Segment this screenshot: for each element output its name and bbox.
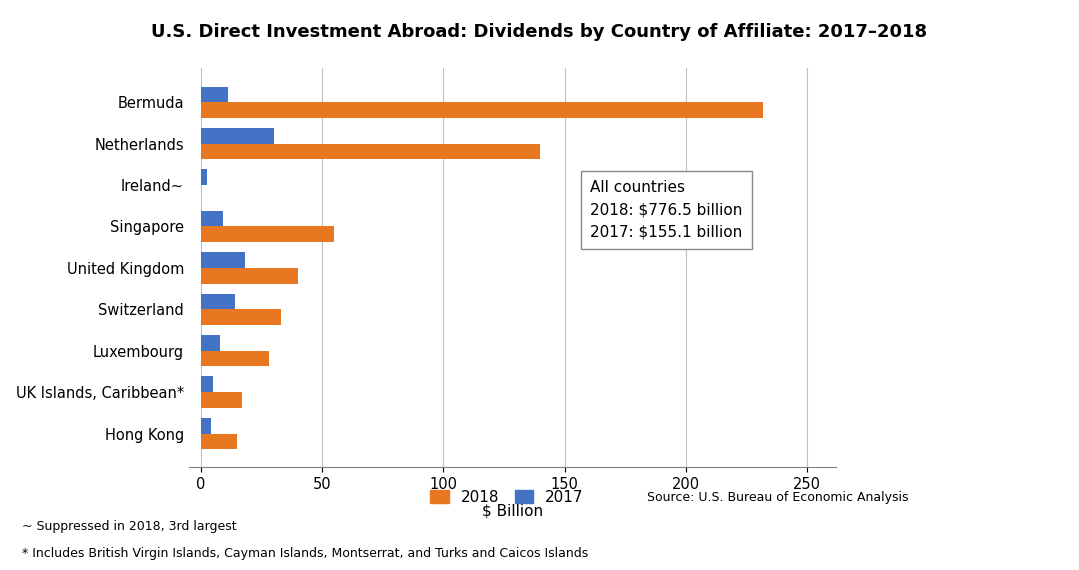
Bar [201, 169, 207, 185]
Bar [201, 252, 245, 268]
Bar [201, 144, 541, 160]
Bar [201, 294, 235, 310]
Bar [201, 128, 274, 144]
Legend: 2018, 2017: 2018, 2017 [424, 484, 590, 511]
Bar [201, 351, 269, 367]
Bar [201, 268, 298, 284]
Bar [201, 211, 222, 226]
X-axis label: $ Billion: $ Billion [482, 503, 543, 518]
Bar [201, 102, 764, 118]
Bar [201, 392, 242, 408]
Text: U.S. Direct Investment Abroad: Dividends by Country of Affiliate: 2017–2018: U.S. Direct Investment Abroad: Dividends… [151, 23, 928, 41]
Text: ~ Suppressed in 2018, 3rd largest: ~ Suppressed in 2018, 3rd largest [22, 520, 236, 533]
Bar [201, 376, 213, 392]
Text: Source: U.S. Bureau of Economic Analysis: Source: U.S. Bureau of Economic Analysis [647, 491, 909, 504]
Bar [201, 335, 220, 351]
Bar [201, 87, 228, 102]
Bar [201, 310, 281, 325]
Bar [201, 226, 334, 242]
Text: * Includes British Virgin Islands, Cayman Islands, Montserrat, and Turks and Cai: * Includes British Virgin Islands, Cayma… [22, 547, 588, 560]
Bar [201, 434, 237, 449]
Bar [201, 418, 210, 434]
Text: All countries
2018: $776.5 billion
2017: $155.1 billion: All countries 2018: $776.5 billion 2017:… [590, 180, 742, 239]
